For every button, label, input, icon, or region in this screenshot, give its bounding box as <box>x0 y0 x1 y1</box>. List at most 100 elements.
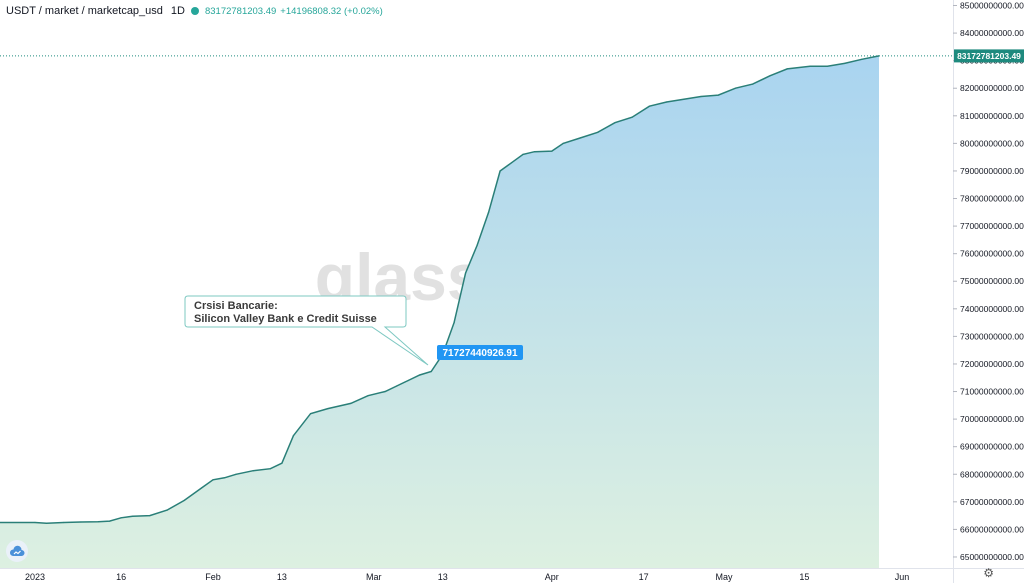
data-point <box>597 131 599 133</box>
y-tick-label: 77000000000.00 <box>960 221 1024 231</box>
data-point <box>45 522 48 524</box>
data-point <box>717 94 719 96</box>
cloud-icon-svg <box>9 545 25 556</box>
data-point <box>614 122 616 124</box>
x-tick-label: Mar <box>366 572 382 582</box>
chart-header: USDT / market / marketcap_usd 1D 8317278… <box>6 3 383 19</box>
x-tick-label: 17 <box>639 572 649 582</box>
y-tick-label: 76000000000.00 <box>960 249 1024 259</box>
cloud-icon[interactable] <box>6 540 28 562</box>
series-area <box>0 55 879 568</box>
x-tick-label: 16 <box>116 572 126 582</box>
data-point <box>149 515 151 517</box>
last-price-tag: 83172781203.49 <box>954 49 1024 63</box>
data-point <box>63 521 65 524</box>
data-point <box>396 385 398 387</box>
data-point <box>579 137 582 139</box>
data-point <box>350 402 352 404</box>
last-value-text: 83172781203.49 <box>204 5 277 17</box>
x-tick-label: 2023 <box>25 572 45 582</box>
last-price-label: 83172781203.49 <box>957 51 1021 61</box>
data-point <box>734 87 737 89</box>
status-dot-icon <box>190 7 199 15</box>
annotation-line-1: Crsisi Bancarie: <box>194 300 278 312</box>
data-point <box>132 515 134 517</box>
annotation-callout[interactable]: Crsisi Bancarie: Silicon Valley Bank e C… <box>184 295 429 366</box>
x-tick-label: May <box>715 572 733 582</box>
y-tick-label: 69000000000.00 <box>960 442 1024 452</box>
data-point <box>465 272 467 274</box>
change-text: +14196808.32 (+0.02%) <box>280 5 383 17</box>
annotation-line-2: Silicon Valley Bank e Credit Suisse <box>194 313 377 325</box>
data-point <box>430 370 432 373</box>
y-tick-label: 80000000000.00 <box>960 138 1024 148</box>
data-point <box>407 379 409 382</box>
data-point <box>252 470 254 472</box>
series-line <box>0 55 880 525</box>
data-point <box>551 150 553 152</box>
y-tick-label: 75000000000.00 <box>960 276 1024 286</box>
y-tick-label: 74000000000.00 <box>960 304 1024 314</box>
data-point <box>80 521 82 523</box>
data-point <box>166 509 168 511</box>
data-point <box>648 105 651 107</box>
data-point <box>631 116 633 118</box>
y-tick-label: 70000000000.00 <box>960 414 1024 424</box>
y-tick-label: 65000000000.00 <box>960 552 1024 562</box>
x-tick-label: 13 <box>277 572 287 582</box>
data-point <box>786 68 788 70</box>
y-tick-label: 79000000000.00 <box>960 166 1024 176</box>
gear-icon[interactable]: ⚙ <box>983 566 994 580</box>
data-point <box>183 499 185 501</box>
data-point <box>488 211 490 213</box>
data-point <box>223 477 226 479</box>
annotation-value: 71727440926.91 <box>442 348 518 359</box>
data-point <box>809 65 811 67</box>
y-tick-label: 78000000000.00 <box>960 194 1024 204</box>
x-tick-label: Apr <box>545 572 559 582</box>
data-point <box>752 83 754 85</box>
data-point <box>511 162 513 164</box>
callout-box <box>184 295 429 366</box>
data-point <box>97 521 99 523</box>
data-point <box>700 95 702 98</box>
data-point <box>109 520 111 522</box>
y-tick-label: 82000000000.00 <box>960 83 1024 93</box>
data-point <box>453 322 455 324</box>
data-point <box>212 479 214 481</box>
data-point <box>235 473 237 475</box>
x-tick-label: 15 <box>799 572 809 582</box>
data-point <box>310 413 312 415</box>
data-point <box>367 395 369 397</box>
data-point <box>200 487 203 489</box>
data-point <box>419 374 421 376</box>
x-tick-label: Feb <box>205 572 221 582</box>
y-tick-label: 73000000000.00 <box>960 331 1024 341</box>
data-point <box>120 517 122 519</box>
data-point <box>522 153 524 155</box>
data-point <box>327 408 329 410</box>
interval-label[interactable]: 1D <box>170 5 185 17</box>
y-tick-label: 68000000000.00 <box>960 469 1024 479</box>
y-tick-label: 72000000000.00 <box>960 359 1024 369</box>
data-point <box>861 58 863 60</box>
data-point <box>476 244 478 246</box>
symbol-title[interactable]: USDT / market / marketcap_usd <box>6 5 163 17</box>
data-point <box>769 75 771 77</box>
data-point <box>844 62 846 64</box>
data-point <box>826 65 829 67</box>
data-point <box>281 462 283 464</box>
data-point <box>34 521 36 524</box>
y-tick-label: 84000000000.00 <box>960 28 1024 38</box>
data-point <box>269 468 271 470</box>
y-tick-label: 66000000000.00 <box>960 524 1024 534</box>
y-tick-label: 71000000000.00 <box>960 387 1024 397</box>
y-tick-label: 85000000000.00 <box>960 1 1024 11</box>
y-tick-label: 81000000000.00 <box>960 111 1024 121</box>
data-point <box>683 98 685 100</box>
data-point <box>499 170 501 172</box>
data-point <box>666 101 668 103</box>
data-point <box>562 142 564 144</box>
data-point <box>384 390 386 393</box>
